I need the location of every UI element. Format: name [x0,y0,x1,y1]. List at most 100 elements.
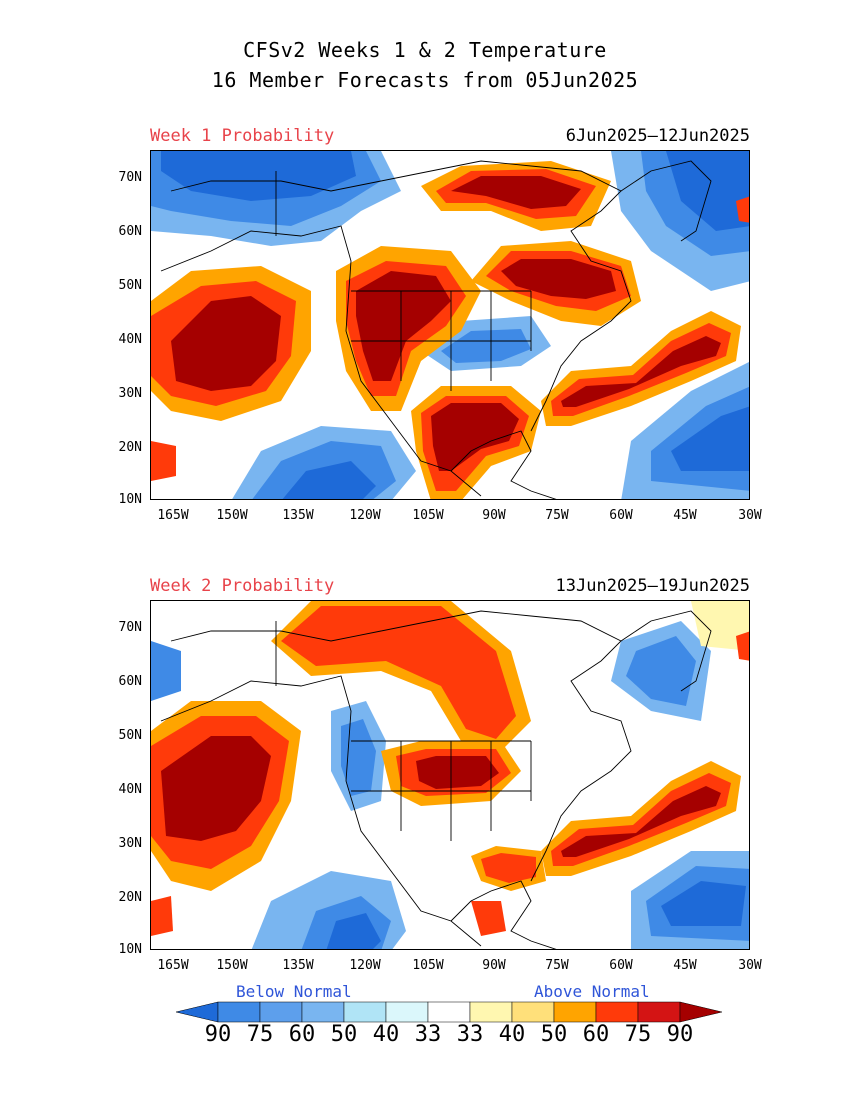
above-normal-area [451,176,581,209]
lat-label: 70N [118,170,142,185]
lat-label: 30N [118,836,142,851]
lat-label: 40N [118,332,142,347]
lon-label: 75W [545,958,569,973]
above-normal-area [471,901,506,936]
legend-swatch [637,1001,681,1023]
above-normal-area [431,403,519,471]
legend-swatch [469,1001,513,1023]
above-normal-area [736,196,749,223]
coastline [620,160,712,242]
lon-label: 30W [738,958,762,973]
lon-label: 105W [412,958,444,973]
legend-value: 40 [498,1022,526,1047]
legend-value: 90 [666,1022,694,1047]
lon-label: 105W [412,508,444,523]
legend-value: 75 [624,1022,652,1047]
above-normal-area [736,631,749,661]
lon-label: 60W [609,508,633,523]
below-normal-area [661,881,746,926]
below-normal-area [326,913,381,949]
lon-label: 45W [673,958,697,973]
legend-value: 75 [246,1022,274,1047]
lat-label: 30N [118,386,142,401]
state-borders [351,290,532,391]
legend-swatch [553,1001,597,1023]
legend-above-normal: Above Normal [534,982,650,1001]
legend-swatch [301,1001,345,1023]
lat-label: 60N [118,224,142,239]
lon-label: 150W [216,958,248,973]
above-normal-area [416,756,499,789]
legend-swatch [259,1001,303,1023]
above-normal-area [561,786,721,857]
above-normal-area [481,853,536,883]
lon-label: 120W [349,958,381,973]
above-normal-area [161,736,271,841]
week1-label: Week 1 Probability [150,126,335,146]
lon-label: 75W [545,508,569,523]
lat-label: 50N [118,728,142,743]
lon-label: 150W [216,508,248,523]
lat-label: 50N [118,278,142,293]
below-normal-area [626,636,696,706]
legend-swatch [343,1001,387,1023]
legend-value: 40 [372,1022,400,1047]
legend-swatch [176,1001,219,1023]
lon-label: 90W [482,958,506,973]
above-normal-area [356,271,451,381]
legend-value: 50 [330,1022,358,1047]
lat-label: 10N [118,942,142,957]
lat-label: 70N [118,620,142,635]
legend-value: 60 [582,1022,610,1047]
figure-title-line2: 16 Member Forecasts from 05Jun2025 [211,68,639,92]
legend-swatch [679,1001,723,1023]
above-normal-area [691,601,749,651]
week2-map [150,600,750,950]
below-normal-area [282,461,376,499]
legend-value: 60 [288,1022,316,1047]
lon-label: 90W [482,508,506,523]
legend-swatch [427,1001,471,1023]
week1-map [150,150,750,500]
coastline [450,880,557,949]
lat-label: 20N [118,890,142,905]
above-normal-area [501,259,616,299]
week2-label: Week 2 Probability [150,576,335,596]
lon-label: 60W [609,958,633,973]
below-normal-area [671,406,749,471]
legend-value: 50 [540,1022,568,1047]
legend-value: 33 [414,1022,442,1047]
lon-label: 135W [282,508,314,523]
lon-label: 120W [349,508,381,523]
figure-title-line1: CFSv2 Weeks 1 & 2 Temperature [243,38,607,62]
coastline [450,430,557,499]
lon-label: 165W [157,958,189,973]
lon-label: 165W [157,508,189,523]
below-normal-area [666,151,749,231]
lat-label: 20N [118,440,142,455]
below-normal-area [161,151,356,201]
lon-label: 30W [738,508,762,523]
below-normal-area [441,329,531,363]
week1-dates: 6Jun2025—12Jun2025 [565,126,750,146]
coastline [620,610,712,692]
legend-value: 33 [456,1022,484,1047]
state-borders [351,740,532,841]
lat-label: 10N [118,492,142,507]
lon-label: 45W [673,508,697,523]
above-normal-area [151,896,173,936]
legend-swatch [511,1001,555,1023]
week2-dates: 13Jun2025—19Jun2025 [555,576,750,596]
above-normal-area [171,296,281,391]
coastline [160,225,482,497]
below-normal-area [341,719,376,796]
coastline [170,160,632,432]
legend-value: 90 [204,1022,232,1047]
above-normal-area [151,441,176,481]
coastline [170,610,632,882]
legend-swatch [595,1001,639,1023]
above-normal-area [561,336,721,407]
lon-label: 135W [282,958,314,973]
legend-swatch [217,1001,261,1023]
legend-colorbar [176,1001,723,1023]
